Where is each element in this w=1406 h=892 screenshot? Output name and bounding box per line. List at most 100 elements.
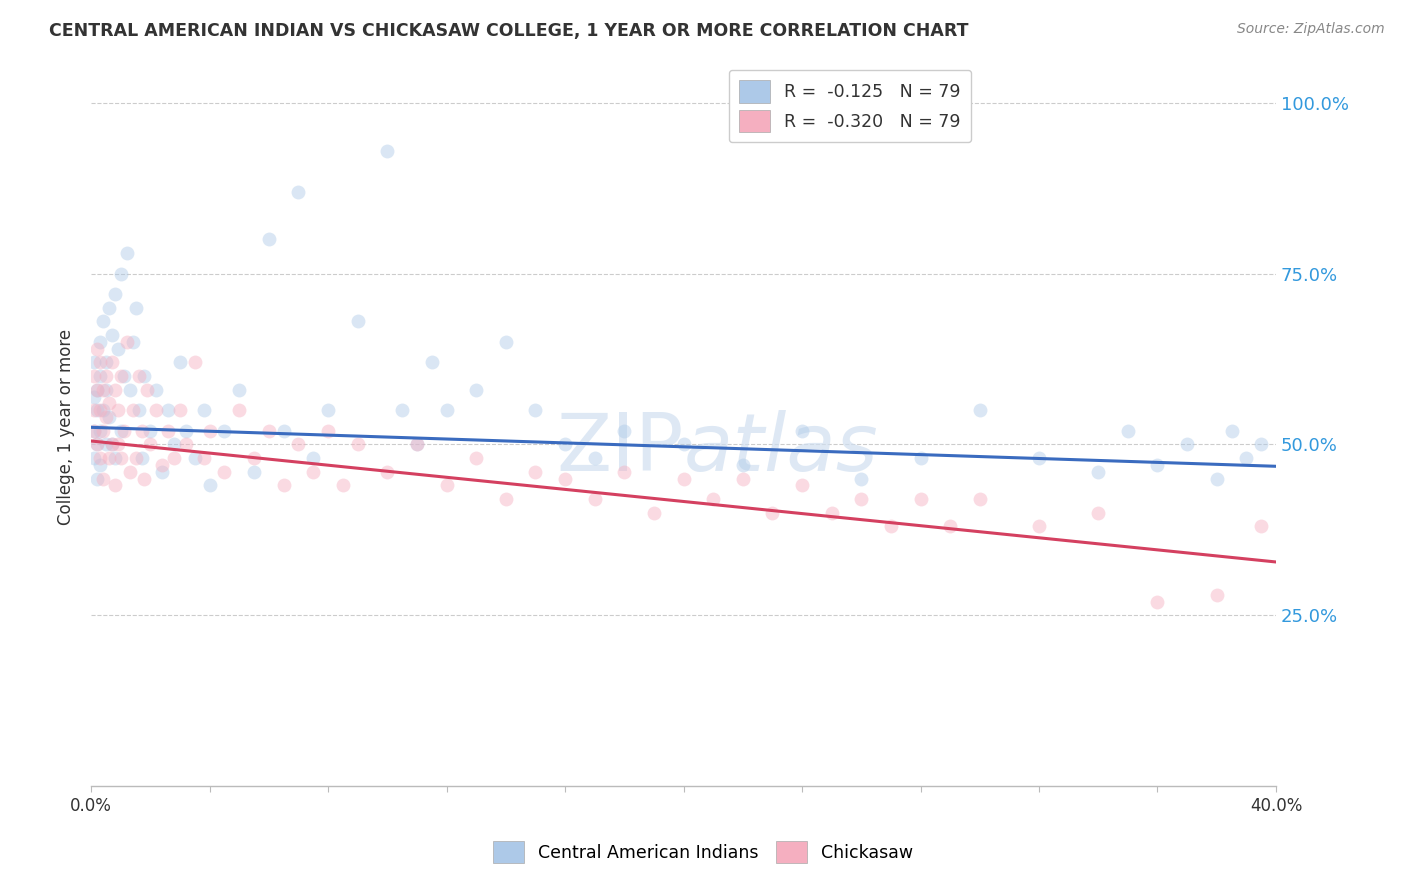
Point	[124, 451, 146, 466]
Point	[136, 383, 159, 397]
Point	[110, 369, 132, 384]
Point	[287, 185, 309, 199]
Point	[83, 424, 105, 438]
Point	[1205, 472, 1227, 486]
Point	[163, 437, 186, 451]
Point	[94, 383, 117, 397]
Point	[89, 355, 111, 369]
Point	[302, 465, 325, 479]
Point	[112, 369, 135, 384]
Point	[790, 478, 813, 492]
Point	[134, 369, 156, 384]
Point	[731, 458, 754, 472]
Point	[86, 383, 108, 397]
Text: CENTRAL AMERICAN INDIAN VS CHICKASAW COLLEGE, 1 YEAR OR MORE CORRELATION CHART: CENTRAL AMERICAN INDIAN VS CHICKASAW COL…	[49, 22, 969, 40]
Point	[1146, 458, 1168, 472]
Point	[406, 437, 429, 451]
Point	[1205, 588, 1227, 602]
Point	[524, 465, 547, 479]
Point	[86, 403, 108, 417]
Point	[524, 403, 547, 417]
Point	[110, 451, 132, 466]
Point	[91, 383, 114, 397]
Point	[228, 403, 250, 417]
Point	[91, 403, 114, 417]
Point	[880, 519, 903, 533]
Point	[169, 355, 191, 369]
Point	[128, 403, 150, 417]
Point	[150, 465, 173, 479]
Point	[287, 437, 309, 451]
Point	[131, 424, 153, 438]
Point	[157, 424, 180, 438]
Point	[86, 342, 108, 356]
Point	[91, 314, 114, 328]
Point	[643, 506, 665, 520]
Point	[86, 437, 108, 451]
Point	[761, 506, 783, 520]
Point	[391, 403, 413, 417]
Point	[101, 355, 124, 369]
Point	[672, 437, 695, 451]
Point	[1250, 437, 1272, 451]
Point	[613, 424, 636, 438]
Point	[89, 403, 111, 417]
Point	[118, 465, 141, 479]
Point	[94, 355, 117, 369]
Point	[104, 451, 127, 466]
Point	[107, 437, 129, 451]
Point	[969, 403, 991, 417]
Point	[86, 437, 108, 451]
Point	[86, 383, 108, 397]
Point	[198, 478, 221, 492]
Point	[97, 410, 120, 425]
Point	[939, 519, 962, 533]
Point	[139, 424, 162, 438]
Point	[89, 458, 111, 472]
Point	[851, 472, 873, 486]
Point	[243, 465, 266, 479]
Point	[613, 465, 636, 479]
Point	[1234, 451, 1257, 466]
Point	[112, 424, 135, 438]
Point	[214, 465, 236, 479]
Point	[91, 472, 114, 486]
Point	[169, 403, 191, 417]
Point	[465, 451, 488, 466]
Point	[184, 451, 207, 466]
Point	[243, 451, 266, 466]
Point	[83, 451, 105, 466]
Point	[346, 437, 368, 451]
Point	[332, 478, 354, 492]
Point	[436, 403, 458, 417]
Point	[89, 369, 111, 384]
Point	[145, 403, 167, 417]
Point	[97, 451, 120, 466]
Point	[1250, 519, 1272, 533]
Point	[790, 424, 813, 438]
Point	[465, 383, 488, 397]
Point	[910, 451, 932, 466]
Point	[184, 355, 207, 369]
Point	[1220, 424, 1243, 438]
Point	[420, 355, 443, 369]
Legend: R =  -0.125   N = 79, R =  -0.320   N = 79: R = -0.125 N = 79, R = -0.320 N = 79	[728, 70, 972, 143]
Text: Source: ZipAtlas.com: Source: ZipAtlas.com	[1237, 22, 1385, 37]
Point	[214, 424, 236, 438]
Point	[1175, 437, 1198, 451]
Point	[257, 232, 280, 246]
Point	[115, 246, 138, 260]
Point	[346, 314, 368, 328]
Point	[83, 403, 105, 417]
Point	[145, 383, 167, 397]
Point	[115, 334, 138, 349]
Point	[495, 492, 517, 507]
Point	[174, 437, 197, 451]
Point	[702, 492, 724, 507]
Point	[121, 334, 143, 349]
Point	[128, 369, 150, 384]
Point	[101, 437, 124, 451]
Point	[118, 383, 141, 397]
Point	[91, 424, 114, 438]
Point	[131, 451, 153, 466]
